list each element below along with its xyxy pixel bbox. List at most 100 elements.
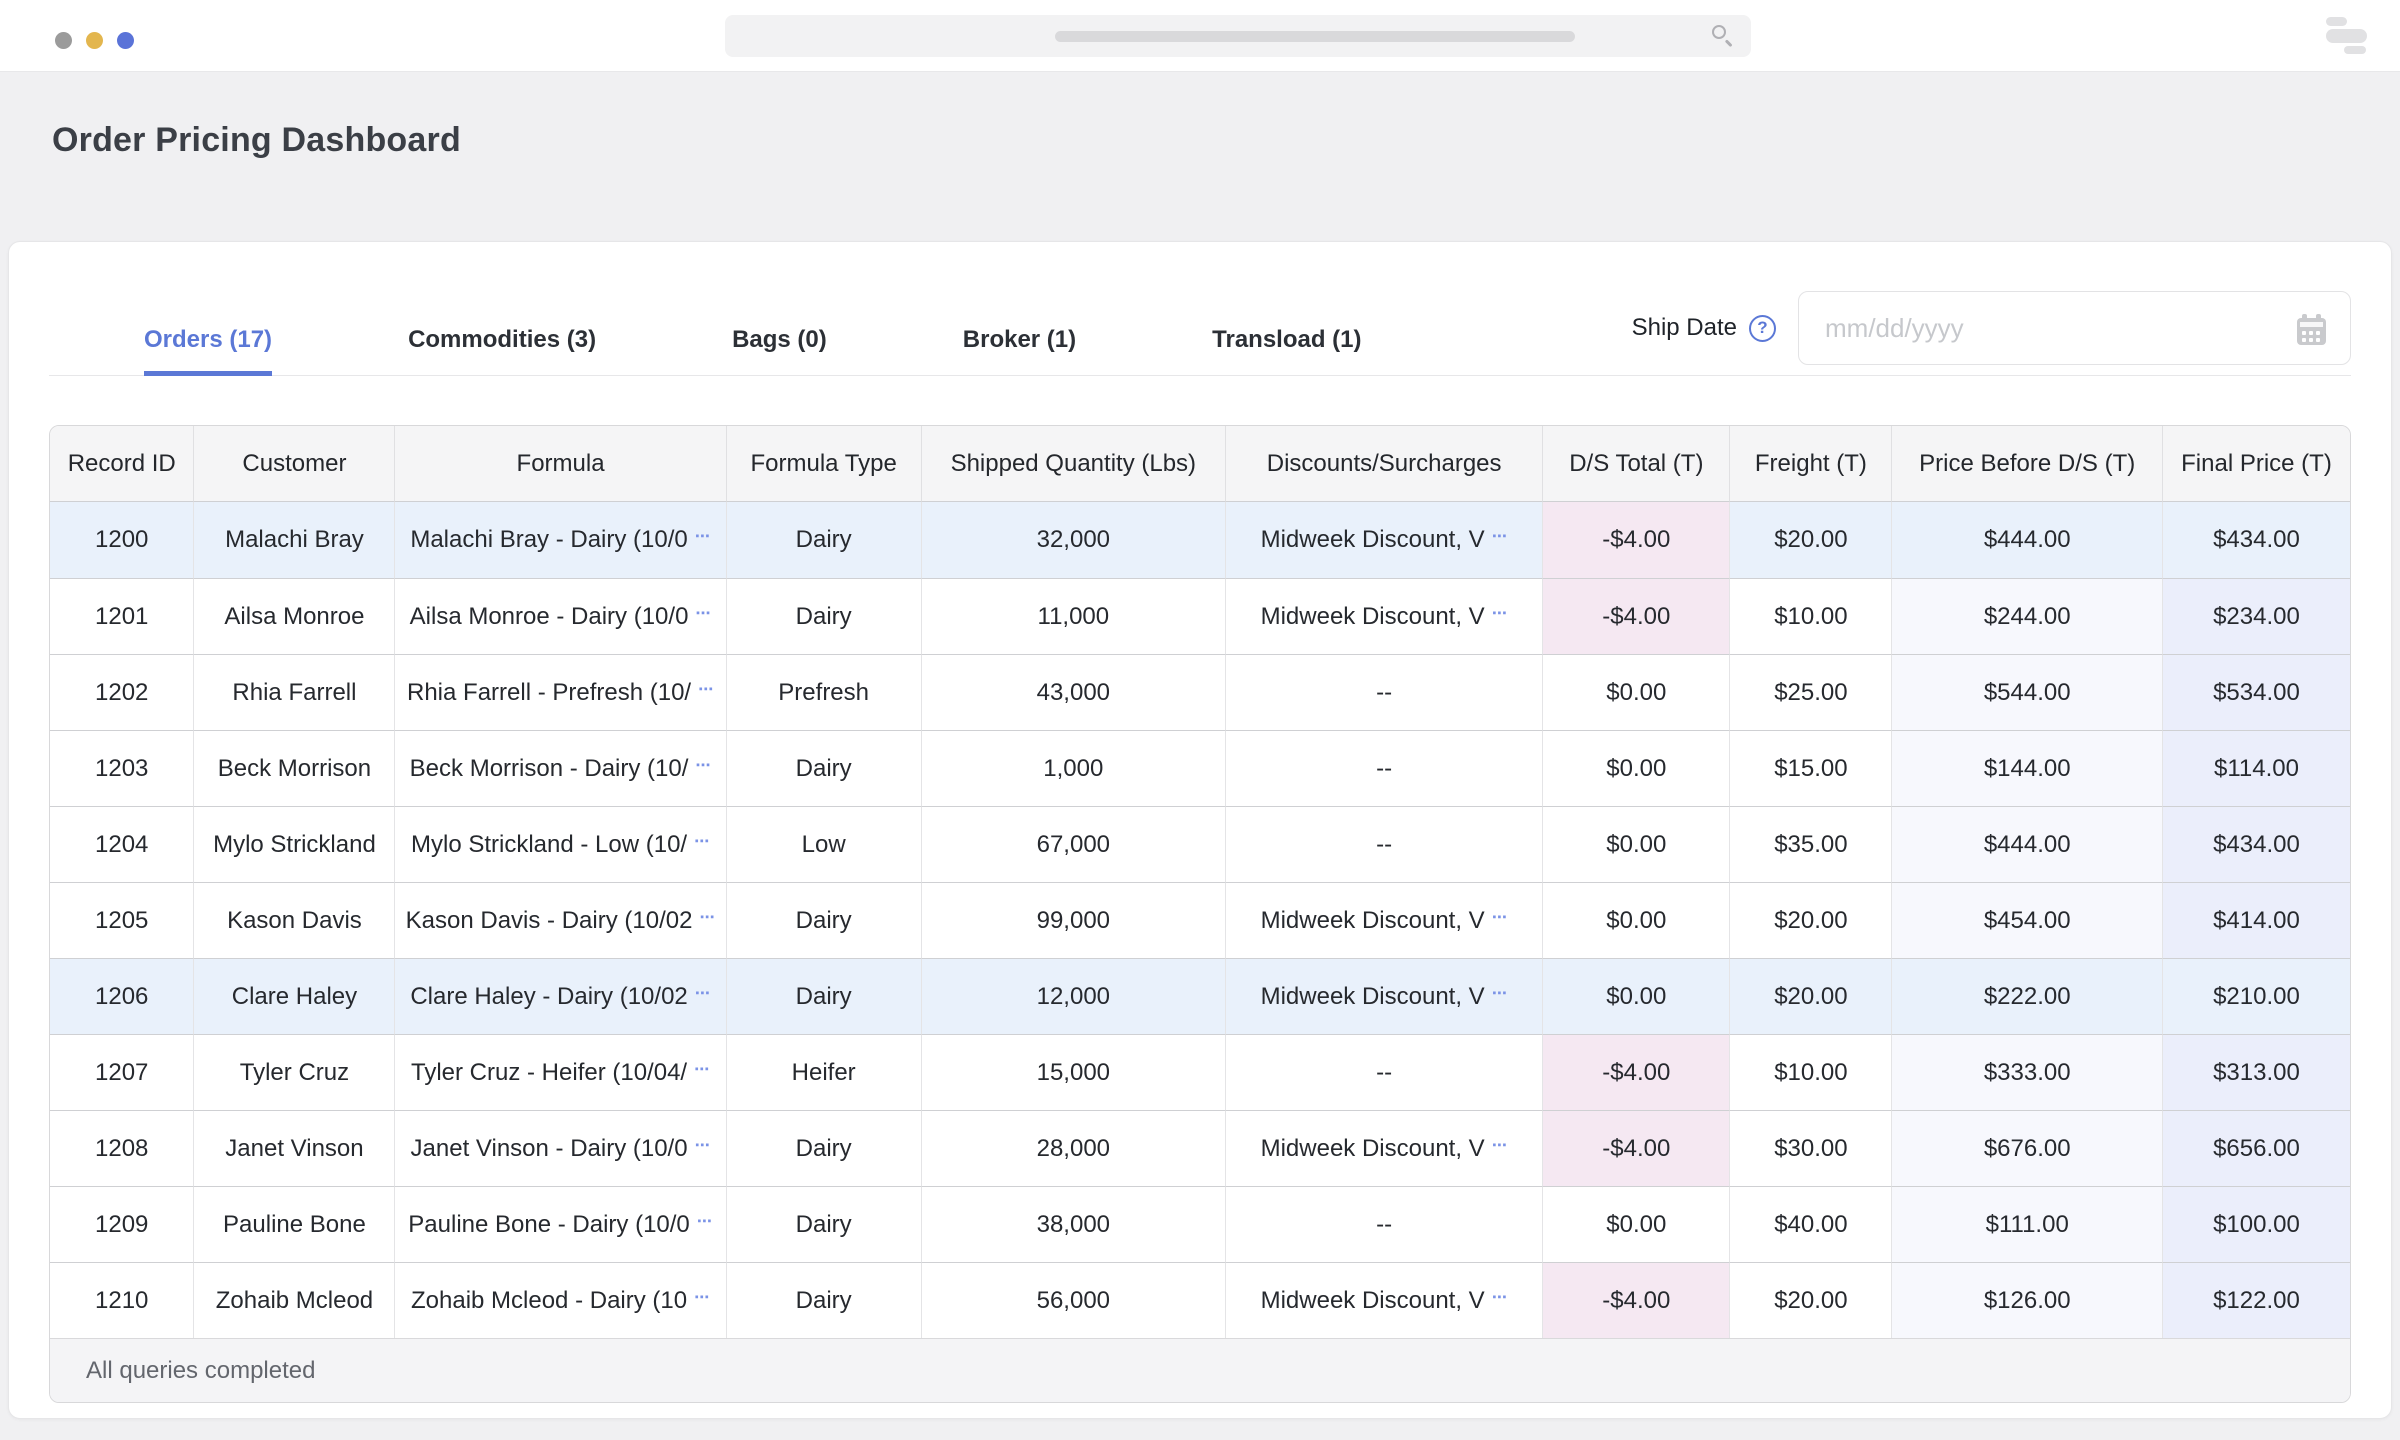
cell-discounts-surcharges[interactable]: Midweek Discount, V ⋯ [1225, 578, 1544, 654]
cell-formula[interactable]: Zohaib Mcleod - Dairy (10 ⋯ [395, 1262, 727, 1338]
cell-formula[interactable]: Ailsa Monroe - Dairy (10/0 ⋯ [395, 578, 727, 654]
column-header: Formula [395, 426, 727, 502]
cell-shipped-quantity: 11,000 [921, 578, 1226, 654]
tab-transload-1[interactable]: Transload (1) [1212, 326, 1362, 353]
cell-formula-type: Prefresh [726, 654, 922, 730]
cell-customer: Janet Vinson [194, 1110, 396, 1186]
formula-more-ellipsis-icon[interactable]: ⋯ [694, 1060, 711, 1078]
table-row[interactable]: 1207 Tyler Cruz Tyler Cruz - Heifer (10/… [50, 1034, 2350, 1110]
window-dot-blue[interactable] [117, 32, 134, 49]
cell-formula[interactable]: Beck Morrison - Dairy (10/⋯ [395, 730, 727, 806]
discounts-more-ellipsis-icon[interactable]: ⋯ [1491, 1136, 1508, 1154]
calendar-icon[interactable] [2295, 313, 2328, 347]
cell-discounts-surcharges[interactable]: Midweek Discount, V ⋯ [1225, 1262, 1544, 1338]
cell-formula[interactable]: Janet Vinson - Dairy (10/0 ⋯ [395, 1110, 727, 1186]
tab-commodities-3[interactable]: Commodities (3) [408, 326, 597, 353]
cell-customer: Clare Haley [194, 958, 396, 1034]
column-header: Record ID [50, 426, 195, 502]
discounts-more-ellipsis-icon[interactable]: ⋯ [1491, 984, 1508, 1002]
table-row[interactable]: 1200 Malachi Bray Malachi Bray - Dairy (… [50, 502, 2350, 578]
formula-more-ellipsis-icon[interactable]: ⋯ [698, 680, 715, 698]
cell-discounts-surcharges[interactable]: Midweek Discount, V ⋯ [1225, 958, 1544, 1034]
cell-final-price: $534.00 [2162, 654, 2350, 730]
cell-freight: $20.00 [1730, 958, 1893, 1034]
menu-skeleton-icon[interactable] [2326, 17, 2368, 55]
formula-more-ellipsis-icon[interactable]: ⋯ [694, 984, 711, 1002]
cell-customer: Rhia Farrell [194, 654, 396, 730]
table-row[interactable]: 1201 Ailsa Monroe Ailsa Monroe - Dairy (… [50, 578, 2350, 654]
cell-formula-type: Dairy [726, 578, 922, 654]
formula-more-ellipsis-icon[interactable]: ⋯ [695, 604, 712, 622]
table-row[interactable]: 1204 Mylo Strickland Mylo Strickland - L… [50, 806, 2350, 882]
browser-search-bar[interactable] [725, 15, 1751, 57]
discounts-more-ellipsis-icon[interactable]: ⋯ [1491, 604, 1508, 622]
cell-freight: $10.00 [1730, 1034, 1893, 1110]
cell-formula[interactable]: Pauline Bone - Dairy (10/0 ⋯ [395, 1186, 727, 1262]
table-row[interactable]: 1203 Beck Morrison Beck Morrison - Dairy… [50, 730, 2350, 806]
cell-discounts-surcharges[interactable]: --⋯ [1225, 730, 1544, 806]
cell-ds-total: $0.00 [1543, 882, 1731, 958]
cell-discounts-surcharges[interactable]: --⋯ [1225, 1034, 1544, 1110]
help-icon[interactable]: ? [1749, 314, 1776, 342]
cell-final-price: $114.00 [2162, 730, 2350, 806]
cell-final-price: $122.00 [2162, 1262, 2350, 1338]
cell-price-before-ds: $244.00 [1892, 578, 2163, 654]
discounts-more-ellipsis-icon[interactable]: ⋯ [1491, 1288, 1508, 1306]
tab-orders-17[interactable]: Orders (17) [144, 326, 273, 376]
cell-freight: $40.00 [1730, 1186, 1893, 1262]
cell-discounts-surcharges[interactable]: --⋯ [1225, 806, 1544, 882]
cell-shipped-quantity: 43,000 [921, 654, 1226, 730]
cell-formula[interactable]: Mylo Strickland - Low (10/⋯ [395, 806, 727, 882]
cell-formula[interactable]: Clare Haley - Dairy (10/02 ⋯ [395, 958, 727, 1034]
formula-more-ellipsis-icon[interactable]: ⋯ [696, 1212, 713, 1230]
cell-customer: Zohaib Mcleod [194, 1262, 396, 1338]
table-row[interactable]: 1208 Janet Vinson Janet Vinson - Dairy (… [50, 1110, 2350, 1186]
search-icon[interactable] [1711, 24, 1735, 48]
formula-more-ellipsis-icon[interactable]: ⋯ [699, 908, 716, 926]
cell-discounts-surcharges[interactable]: Midweek Discount, V ⋯ [1225, 1110, 1544, 1186]
cell-formula[interactable]: Tyler Cruz - Heifer (10/04/⋯ [395, 1034, 727, 1110]
cell-freight: $20.00 [1730, 1262, 1893, 1338]
discounts-more-ellipsis-icon[interactable]: ⋯ [1491, 908, 1508, 926]
cell-final-price: $414.00 [2162, 882, 2350, 958]
cell-ds-total: $0.00 [1543, 958, 1731, 1034]
column-header: D/S Total (T) [1543, 426, 1731, 502]
cell-discounts-surcharges[interactable]: Midweek Discount, V ⋯ [1225, 882, 1544, 958]
table-row[interactable]: 1206 Clare Haley Clare Haley - Dairy (10… [50, 958, 2350, 1034]
formula-more-ellipsis-icon[interactable]: ⋯ [694, 832, 711, 850]
table-row[interactable]: 1209 Pauline Bone Pauline Bone - Dairy (… [50, 1186, 2350, 1262]
cell-record-id: 1209 [50, 1186, 195, 1262]
ship-date-field[interactable] [1823, 292, 2243, 364]
table-row[interactable]: 1202 Rhia Farrell Rhia Farrell - Prefres… [50, 654, 2350, 730]
window-dot-gray[interactable] [55, 32, 72, 49]
tab-broker-1[interactable]: Broker (1) [962, 326, 1077, 353]
cell-ds-total: $0.00 [1543, 1186, 1731, 1262]
cell-shipped-quantity: 56,000 [921, 1262, 1226, 1338]
column-header: Final Price (T) [2162, 426, 2350, 502]
table-row[interactable]: 1205 Kason Davis Kason Davis - Dairy (10… [50, 882, 2350, 958]
cell-discounts-surcharges[interactable]: --⋯ [1225, 1186, 1544, 1262]
window-dot-yellow[interactable] [86, 32, 103, 49]
tab-bags-0[interactable]: Bags (0) [732, 326, 827, 353]
cell-formula[interactable]: Rhia Farrell - Prefresh (10/⋯ [395, 654, 727, 730]
cell-formula[interactable]: Kason Davis - Dairy (10/02 ⋯ [395, 882, 727, 958]
ship-date-input[interactable] [1798, 291, 2351, 365]
cell-formula[interactable]: Malachi Bray - Dairy (10/0 ⋯ [395, 502, 727, 578]
cell-shipped-quantity: 67,000 [921, 806, 1226, 882]
cell-discounts-surcharges[interactable]: --⋯ [1225, 654, 1544, 730]
formula-more-ellipsis-icon[interactable]: ⋯ [694, 528, 711, 545]
formula-more-ellipsis-icon[interactable]: ⋯ [694, 1136, 711, 1154]
column-header: Discounts/Surcharges [1225, 426, 1544, 502]
cell-ds-total: $0.00 [1543, 806, 1731, 882]
cell-freight: $35.00 [1730, 806, 1893, 882]
discounts-more-ellipsis-icon[interactable]: ⋯ [1491, 528, 1508, 545]
cell-ds-total: -$4.00 [1543, 578, 1731, 654]
cell-final-price: $100.00 [2162, 1186, 2350, 1262]
formula-more-ellipsis-icon[interactable]: ⋯ [694, 1288, 711, 1306]
table-row[interactable]: 1210 Zohaib Mcleod Zohaib Mcleod - Dairy… [50, 1262, 2350, 1338]
cell-shipped-quantity: 99,000 [921, 882, 1226, 958]
cell-record-id: 1200 [50, 502, 195, 578]
cell-final-price: $434.00 [2162, 502, 2350, 578]
formula-more-ellipsis-icon[interactable]: ⋯ [695, 756, 712, 774]
cell-discounts-surcharges[interactable]: Midweek Discount, V ⋯ [1225, 502, 1544, 578]
